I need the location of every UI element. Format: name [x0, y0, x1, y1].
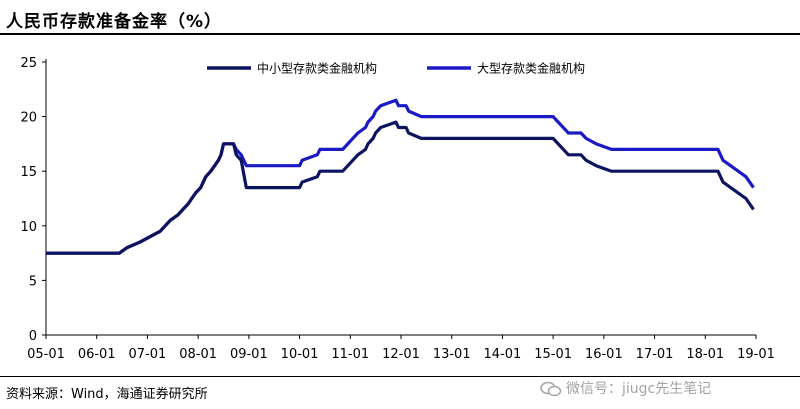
- x-tick-label: 13-01: [433, 347, 471, 362]
- x-tick-label: 07-01: [129, 347, 167, 362]
- y-tick-label: 25: [20, 56, 37, 71]
- x-tick-label: 19-01: [737, 347, 775, 362]
- x-tick-label: 06-01: [78, 347, 116, 362]
- x-tick-label: 05-01: [27, 347, 65, 362]
- watermark-text: 微信号：jiugc先生笔记: [566, 381, 712, 397]
- source-rule: [0, 376, 800, 377]
- x-tick-label: 12-01: [382, 347, 420, 362]
- y-tick-label: 5: [29, 274, 37, 289]
- y-tick-label: 15: [20, 165, 37, 180]
- page-title: 人民币存款准备金率（%）: [6, 12, 223, 32]
- x-tick-label: 09-01: [230, 347, 268, 362]
- x-tick-label: 14-01: [484, 347, 522, 362]
- chart-axes: 0 5 10 15 20 25 05-01 06-01 07-01 08-01 09-01 10-01…: [20, 56, 774, 362]
- series-line-large: [46, 98, 755, 255]
- y-tick-label: 20: [20, 111, 37, 126]
- x-tick-label: 17-01: [636, 347, 674, 362]
- wechat-icon: [540, 381, 562, 397]
- source-note: 资料来源：Wind，海通证券研究所: [6, 387, 208, 402]
- y-tick-label: 10: [20, 220, 37, 235]
- y-tick-label: 0: [29, 329, 37, 344]
- series-line-small-medium: [46, 120, 755, 255]
- legend-label-small-medium: 中小型存款类金融机构: [257, 61, 377, 76]
- x-tick-label: 11-01: [331, 347, 369, 362]
- x-tick-label: 08-01: [179, 347, 217, 362]
- x-tick-label: 15-01: [534, 347, 572, 362]
- chart-legend: 中小型存款类金融机构 大型存款类金融机构: [207, 61, 585, 76]
- x-tick-label: 16-01: [585, 347, 623, 362]
- watermark: 微信号：jiugc先生笔记: [540, 378, 711, 398]
- chart-series: [46, 98, 755, 255]
- title-rule: [0, 33, 800, 35]
- legend-label-large: 大型存款类金融机构: [477, 61, 585, 76]
- line-chart: 0 5 10 15 20 25 05-01 06-01 07-01 08-01 09-01 10-01…: [20, 56, 774, 362]
- x-tick-label: 18-01: [686, 347, 724, 362]
- x-tick-label: 10-01: [281, 347, 319, 362]
